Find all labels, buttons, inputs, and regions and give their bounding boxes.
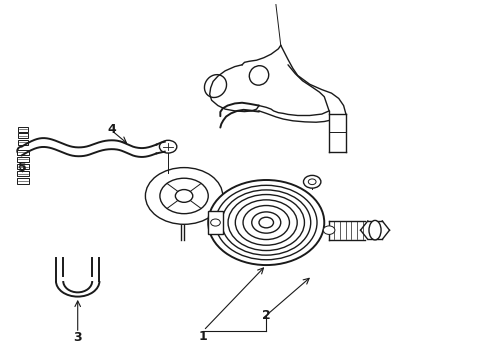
Circle shape bbox=[175, 190, 192, 202]
Text: 4: 4 bbox=[107, 123, 116, 136]
Circle shape bbox=[163, 173, 173, 180]
Text: 5: 5 bbox=[18, 161, 26, 174]
Circle shape bbox=[159, 140, 177, 153]
FancyBboxPatch shape bbox=[18, 133, 28, 138]
FancyBboxPatch shape bbox=[17, 157, 29, 162]
Circle shape bbox=[208, 180, 324, 265]
Text: 1: 1 bbox=[199, 330, 207, 343]
FancyBboxPatch shape bbox=[17, 178, 29, 184]
Circle shape bbox=[160, 178, 208, 214]
FancyBboxPatch shape bbox=[17, 149, 29, 155]
Circle shape bbox=[308, 179, 315, 185]
FancyBboxPatch shape bbox=[17, 164, 29, 169]
FancyBboxPatch shape bbox=[18, 140, 28, 145]
Circle shape bbox=[303, 175, 320, 188]
Ellipse shape bbox=[368, 220, 380, 240]
Text: 3: 3 bbox=[73, 331, 82, 344]
Text: 2: 2 bbox=[262, 309, 270, 322]
FancyBboxPatch shape bbox=[18, 127, 28, 132]
Circle shape bbox=[323, 226, 334, 234]
FancyBboxPatch shape bbox=[17, 171, 29, 176]
Bar bbox=[208, 211, 223, 234]
Circle shape bbox=[210, 219, 220, 226]
Circle shape bbox=[145, 168, 223, 224]
